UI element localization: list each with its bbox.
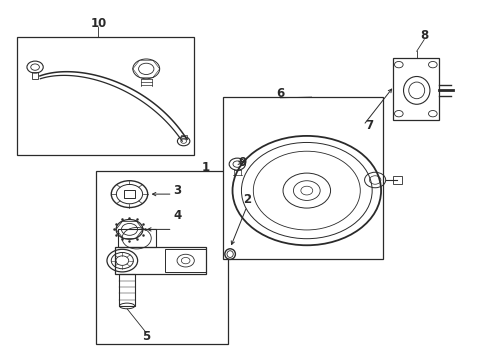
Text: 1: 1 (202, 161, 210, 174)
Bar (392, 176, 401, 184)
Bar (165, 249, 206, 273)
Bar (115, 247, 206, 274)
Bar (96, 171, 227, 344)
Text: 6: 6 (276, 87, 284, 100)
Text: 2: 2 (243, 193, 250, 206)
Text: 5: 5 (142, 330, 150, 343)
Text: 10: 10 (90, 17, 106, 30)
Text: 3: 3 (173, 184, 181, 197)
Bar (124, 190, 135, 198)
Bar (17, 37, 194, 155)
Bar (181, 135, 186, 138)
Text: 9: 9 (238, 156, 246, 169)
Text: 8: 8 (419, 29, 427, 42)
Text: 7: 7 (364, 119, 372, 132)
Bar (32, 72, 39, 79)
Bar (119, 274, 135, 306)
Bar (117, 229, 156, 247)
Bar (223, 97, 383, 259)
Text: 4: 4 (173, 209, 181, 222)
Bar (392, 58, 438, 120)
